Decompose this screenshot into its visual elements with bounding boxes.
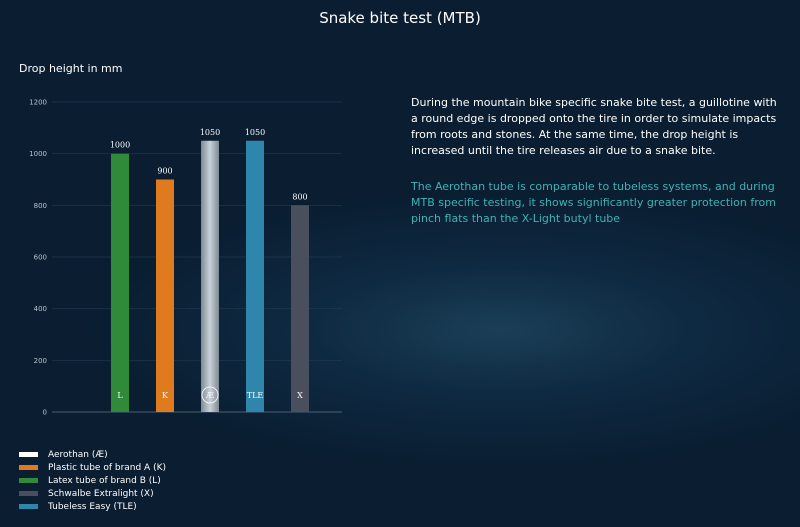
legend-swatch: [19, 478, 38, 483]
data-label: 1050: [245, 128, 265, 137]
chart-title: Snake bite test (MTB): [319, 9, 481, 27]
y-tick-label: 0: [43, 409, 47, 417]
legend-label: Latex tube of brand B (L): [48, 475, 161, 486]
bar-1: [156, 179, 174, 412]
bar-3: [246, 140, 264, 412]
y-tick-label: 400: [34, 305, 47, 313]
legend-item-aerothan: Aerothan (Æ): [19, 448, 166, 461]
data-label: 800: [292, 192, 307, 201]
legend-item-plastic-brand-a: Plastic tube of brand A (K): [19, 461, 166, 474]
bar-category-label: Æ: [205, 391, 214, 400]
y-tick-label: 600: [34, 254, 47, 262]
legend-item-latex-brand-b: Latex tube of brand B (L): [19, 474, 166, 487]
y-axis-label: Drop height in mm: [19, 62, 123, 75]
y-tick-label: 800: [34, 202, 47, 210]
data-label: 900: [157, 167, 172, 176]
legend-item-schwalbe-extralight: Schwalbe Extralight (X): [19, 487, 166, 500]
data-label: 1000: [110, 141, 130, 150]
legend-label: Schwalbe Extralight (X): [48, 488, 154, 499]
legend-swatch: [19, 504, 38, 509]
bar-category-label: K: [162, 391, 169, 400]
y-tick-label: 200: [34, 357, 47, 365]
legend-swatch: [19, 452, 38, 457]
legend: Aerothan (Æ) Plastic tube of brand A (K)…: [19, 448, 166, 513]
aerothan-logo-ring: [201, 386, 219, 404]
y-tick-label: 1200: [29, 99, 47, 107]
bar-category-label: TLE: [247, 391, 264, 400]
y-tick-label: 1000: [29, 150, 47, 158]
data-label: 1050: [200, 128, 220, 137]
bar-category-label: X: [297, 391, 303, 400]
legend-swatch: [19, 491, 38, 496]
bar-4: [291, 205, 309, 412]
legend-label: Aerothan (Æ): [48, 449, 108, 460]
legend-swatch: [19, 465, 38, 470]
aerothan-note: The Aerothan tube is comparable to tubel…: [411, 180, 776, 225]
bar-category-label: L: [117, 391, 123, 400]
legend-label: Plastic tube of brand A (K): [48, 462, 166, 473]
bar-0: [111, 153, 129, 412]
legend-label: Tubeless Easy (TLE): [48, 501, 137, 512]
test-description: During the mountain bike specific snake …: [411, 96, 777, 157]
bar-2: [201, 140, 219, 412]
legend-item-tubeless-easy: Tubeless Easy (TLE): [19, 500, 166, 513]
